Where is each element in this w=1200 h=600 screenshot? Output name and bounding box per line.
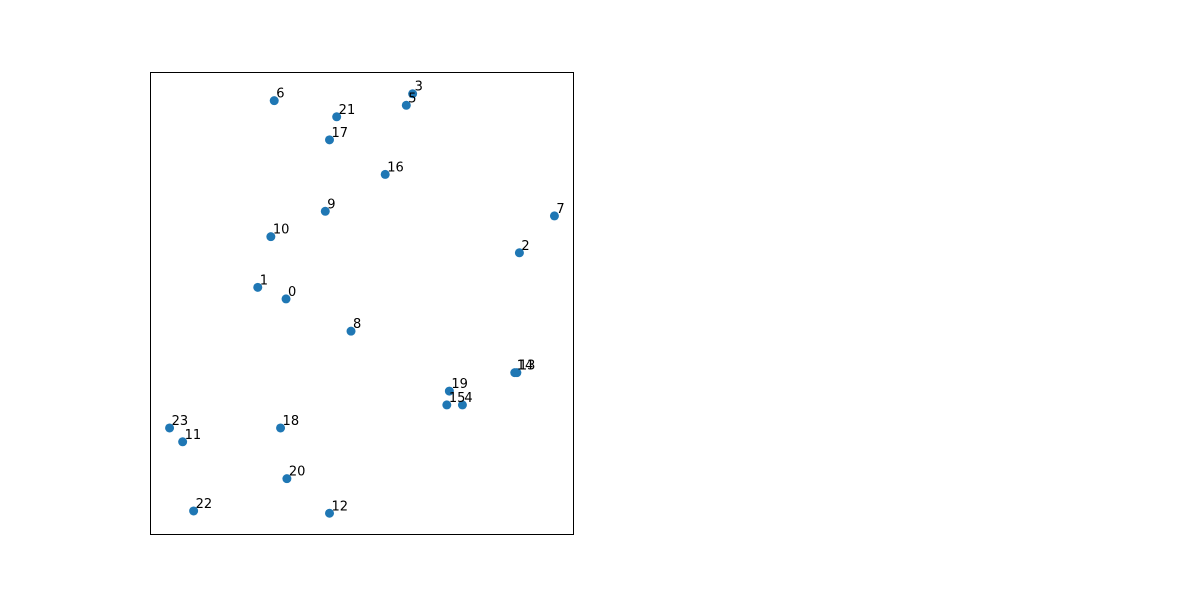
point-label-6: 6 (276, 87, 284, 102)
data-point-15 (442, 400, 452, 410)
point-label-19: 19 (451, 377, 468, 392)
data-point-1 (253, 282, 263, 292)
data-point-14 (510, 368, 520, 378)
point-label-5: 5 (408, 91, 416, 106)
point-label-3: 3 (415, 80, 423, 95)
point-label-8: 8 (353, 317, 361, 332)
point-label-14: 14 (517, 359, 534, 374)
data-point-2 (514, 248, 524, 258)
point-label-12: 12 (332, 499, 349, 514)
data-point-10 (266, 232, 276, 242)
point-label-4: 4 (464, 391, 472, 406)
point-label-13: 13 (519, 359, 536, 374)
data-point-5 (401, 100, 411, 110)
data-point-19 (444, 386, 454, 396)
point-label-20: 20 (289, 465, 306, 480)
point-label-23: 23 (172, 414, 189, 429)
data-point-9 (320, 206, 330, 216)
data-point-4 (457, 400, 467, 410)
data-point-12 (325, 508, 335, 518)
point-label-1: 1 (260, 273, 268, 288)
data-point-22 (189, 506, 199, 516)
point-label-10: 10 (273, 223, 290, 238)
point-label-22: 22 (196, 497, 213, 512)
point-label-16: 16 (387, 160, 404, 175)
point-label-18: 18 (283, 414, 300, 429)
data-point-18 (276, 423, 286, 433)
point-label-11: 11 (185, 428, 202, 443)
data-point-0 (281, 294, 291, 304)
point-label-7: 7 (556, 202, 564, 217)
data-point-20 (282, 474, 292, 484)
data-point-3 (408, 89, 418, 99)
point-label-17: 17 (332, 126, 349, 141)
point-label-15: 15 (449, 391, 466, 406)
point-label-9: 9 (327, 197, 335, 212)
point-label-21: 21 (339, 103, 356, 118)
data-points-layer (165, 89, 559, 518)
data-point-16 (380, 169, 390, 179)
data-point-17 (325, 135, 335, 145)
data-point-8 (346, 326, 356, 336)
data-point-6 (269, 96, 279, 106)
data-point-23 (165, 423, 175, 433)
data-point-7 (549, 211, 559, 221)
data-point-11 (178, 437, 188, 447)
point-label-2: 2 (521, 239, 529, 254)
point-label-0: 0 (288, 285, 296, 300)
plot-frame (150, 72, 574, 535)
data-point-21 (332, 112, 342, 122)
